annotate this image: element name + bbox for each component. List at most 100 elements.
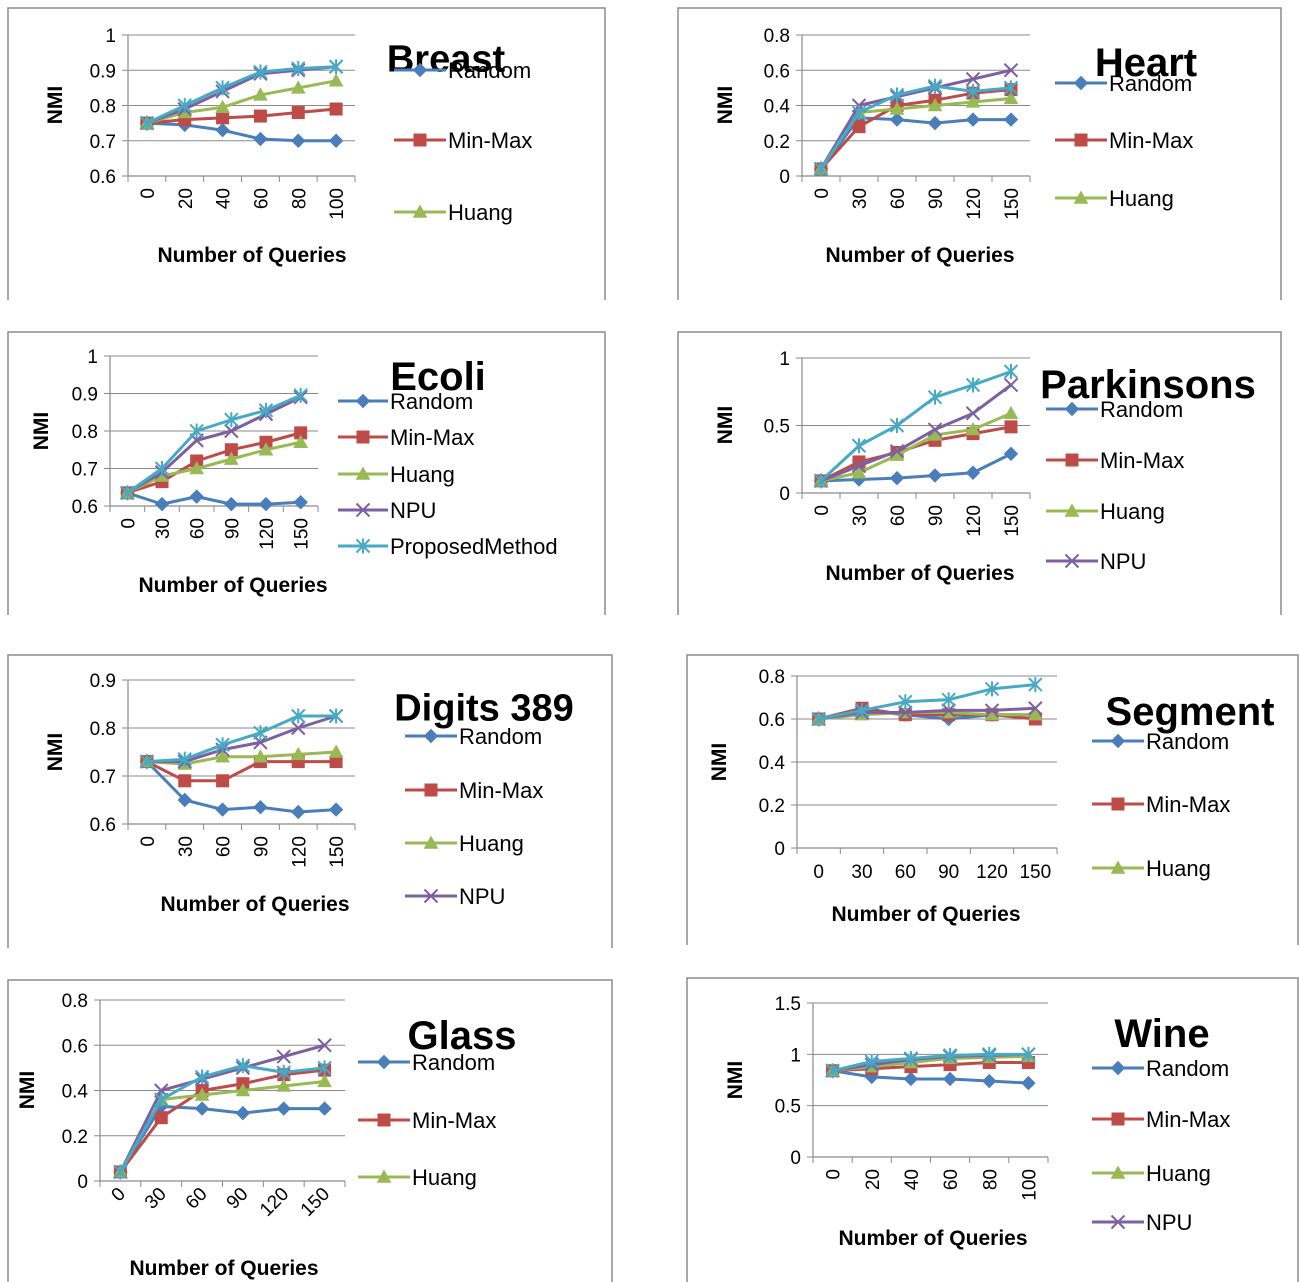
series-line	[820, 383, 1012, 483]
data-point	[1003, 364, 1019, 379]
x-axis-title: Number of Queries	[160, 893, 349, 916]
data-point	[154, 461, 170, 476]
legend-label: Huang	[1109, 186, 1174, 211]
legend: Random Min-Max Huang	[394, 58, 532, 225]
data-point	[898, 705, 913, 720]
x-tick-label: 30	[850, 505, 871, 526]
data-point	[851, 105, 867, 121]
legend-item: Min-Max	[1046, 448, 1184, 473]
legend-marker	[1110, 1214, 1126, 1230]
legend-marker	[423, 728, 439, 744]
series-proposedmethod	[813, 364, 1019, 489]
y-axis-title: NMI	[724, 1061, 747, 1100]
series-npu	[813, 377, 1019, 489]
series-line	[146, 714, 337, 764]
chart-frame	[7, 654, 613, 948]
series-line	[819, 68, 1012, 170]
data-point	[293, 495, 308, 510]
x-tick-label: 90	[223, 1184, 253, 1214]
legend-marker	[1110, 1060, 1126, 1076]
y-tick-label: 0.8	[90, 719, 116, 740]
data-point	[942, 1047, 958, 1063]
data-point	[965, 377, 981, 393]
data-point	[811, 711, 826, 727]
series-line	[146, 121, 337, 143]
series-line	[146, 750, 337, 766]
x-tick-label: 120	[256, 1184, 293, 1221]
legend-item: NPU	[405, 884, 505, 909]
legend-label: Min-Max	[412, 1108, 496, 1133]
data-point	[253, 131, 268, 147]
x-tick-label: 60	[895, 862, 916, 883]
data-point	[215, 122, 230, 138]
legend-item: NPU	[1046, 549, 1146, 574]
y-axis-title: NMI	[44, 733, 67, 772]
data-point	[965, 83, 981, 99]
legend-label: Random	[459, 724, 542, 749]
series-line	[119, 1068, 325, 1173]
data-point	[291, 133, 306, 148]
x-tick-label: 90	[926, 505, 947, 526]
data-point	[215, 749, 230, 763]
legend-item: Random	[405, 724, 542, 749]
series-huang	[139, 744, 344, 770]
y-tick-label: 0	[779, 167, 790, 188]
data-point	[1003, 80, 1019, 96]
y-tick-label: 0.7	[90, 767, 116, 788]
legend-item: Min-Max	[394, 128, 532, 153]
data-point	[889, 101, 905, 115]
legend: Random Min-Max Huang NPU	[405, 724, 543, 909]
legend-item: Min-Max	[1055, 128, 1193, 153]
series-random	[113, 1099, 332, 1180]
data-point	[215, 802, 230, 817]
y-tick-label: 0.9	[90, 61, 116, 82]
data-point	[224, 423, 239, 439]
legend-item: Random	[338, 389, 473, 414]
data-point	[813, 473, 829, 489]
series-line	[818, 706, 1036, 721]
data-point	[177, 792, 192, 808]
data-point	[194, 1101, 210, 1116]
series-line	[146, 714, 337, 764]
y-tick-label: 1	[105, 26, 116, 47]
legend-marker	[355, 538, 371, 554]
data-point	[293, 387, 308, 403]
data-point	[235, 1082, 251, 1097]
data-point	[1028, 701, 1043, 716]
data-point	[317, 1073, 332, 1088]
data-point	[291, 708, 306, 724]
data-point	[291, 60, 306, 76]
legend-item: Random	[358, 1050, 495, 1075]
data-point	[194, 1087, 210, 1101]
y-tick-label: 0.4	[764, 97, 791, 118]
x-tick-label: 60	[182, 1184, 212, 1214]
data-point	[965, 406, 981, 421]
data-point	[253, 725, 268, 741]
x-tick-label: 60	[214, 836, 235, 857]
data-point	[927, 78, 943, 94]
data-point	[889, 443, 905, 459]
data-point	[965, 94, 981, 108]
y-tick-label: 0.4	[62, 1082, 89, 1103]
series-line	[145, 760, 337, 814]
legend-label: NPU	[1146, 1210, 1192, 1235]
data-point	[223, 451, 239, 465]
series-proposedmethod	[811, 677, 1043, 727]
data-point	[942, 1071, 958, 1087]
x-tick-label: 40	[214, 188, 235, 209]
legend-marker	[376, 1169, 392, 1183]
legend-item: Min-Max	[1092, 1107, 1230, 1132]
legend-item: Min-Max	[338, 425, 474, 450]
x-tick-label: 30	[851, 862, 872, 883]
legend-marker	[1065, 453, 1079, 467]
x-tick-label: 150	[327, 836, 348, 868]
y-tick-label: 0.7	[72, 460, 98, 481]
series-line	[119, 1043, 325, 1173]
data-point	[276, 1049, 291, 1064]
data-point	[189, 423, 204, 439]
legend: Random Min-Max Huang NPU	[1046, 397, 1184, 574]
x-tick-label: 0	[824, 1169, 845, 1180]
data-point	[189, 489, 204, 504]
legend-marker	[1111, 1112, 1125, 1126]
